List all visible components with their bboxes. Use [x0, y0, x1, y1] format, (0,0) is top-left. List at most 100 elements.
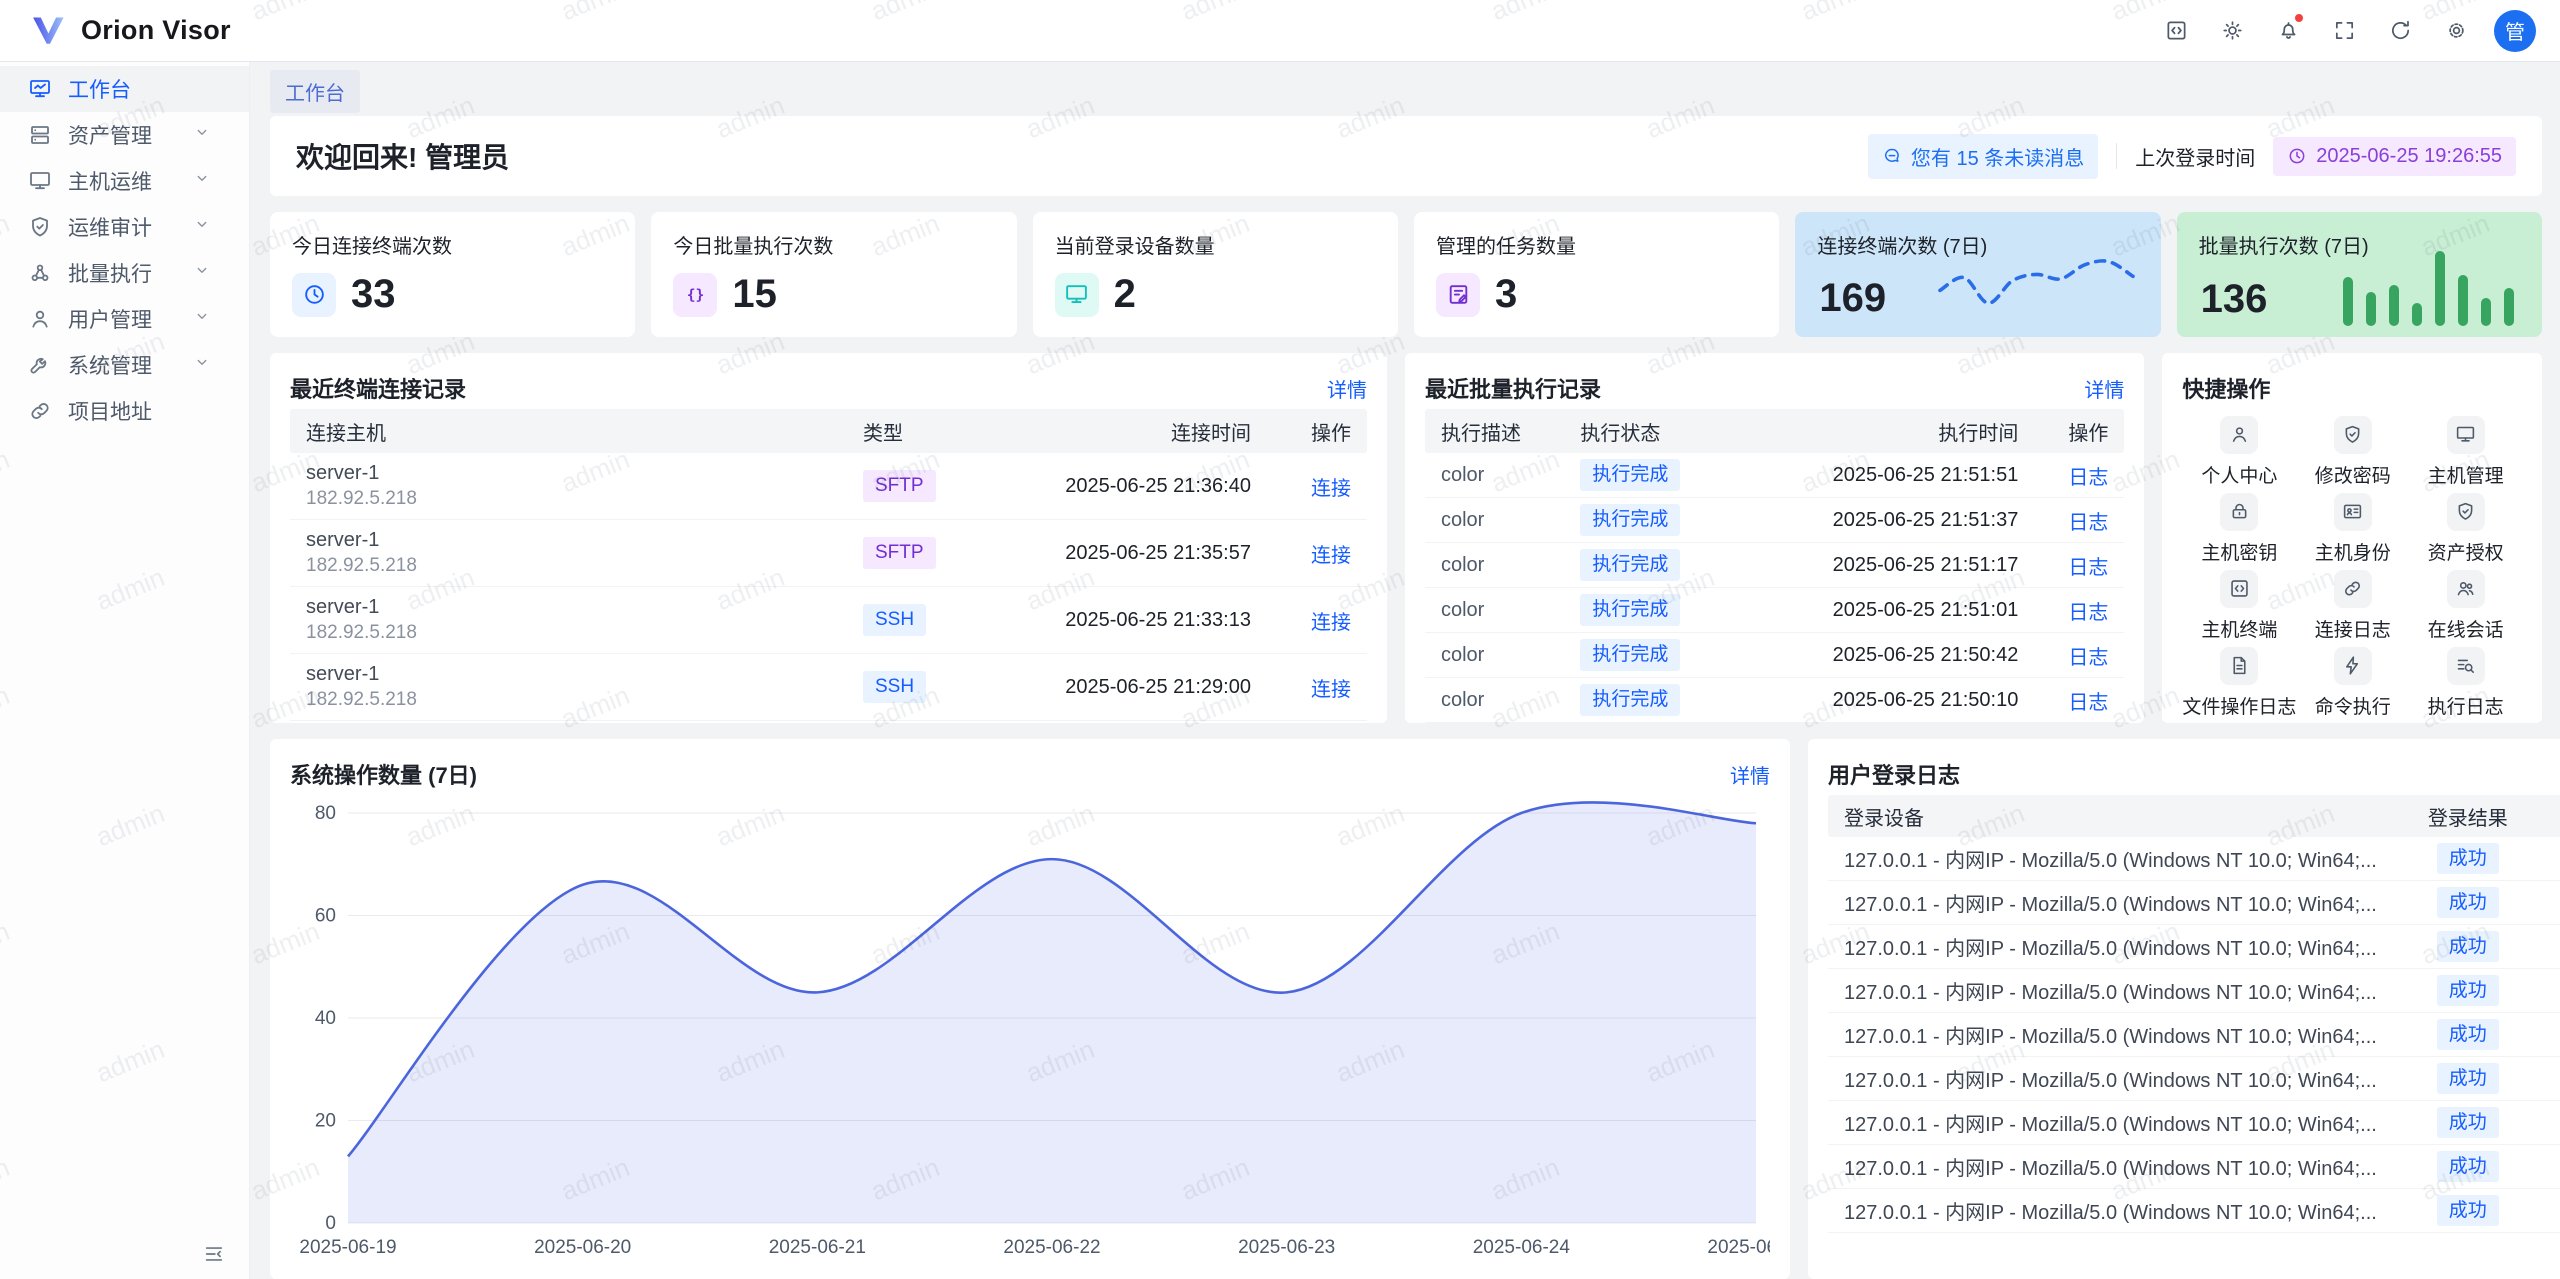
table-row: color 执行完成 2025-06-25 21:51:37 日志 — [1424, 498, 2125, 543]
quick-action-执行日志[interactable]: 执行日志 — [2409, 644, 2522, 721]
log-link[interactable]: 日志 — [2068, 601, 2109, 624]
exec-status-tag: 执行完成 — [1580, 549, 1681, 581]
stat-value: 3 — [1495, 272, 1518, 316]
host-name: server-1 — [306, 529, 380, 551]
exec-description: color — [1440, 508, 1485, 531]
quick-action-在线会话[interactable]: 在线会话 — [2409, 567, 2522, 644]
quick-action-label: 主机身份 — [2314, 542, 2391, 564]
link-icon — [2333, 569, 2372, 608]
bell-button[interactable] — [2266, 9, 2310, 53]
unread-messages-pill[interactable]: 您有 15 条未读消息 — [1867, 133, 2099, 179]
table-row: 127.0.0.1 - 内网IP - Mozilla/5.0 (Windows … — [1828, 925, 2560, 969]
main-content: 工作台 欢迎回来! 管理员 您有 15 条未读消息 上次登录时间 2025-06… — [250, 62, 2560, 1279]
host-name: server-1 — [306, 596, 380, 618]
sidebar-item-workbench[interactable]: 工作台 — [0, 66, 249, 112]
refresh-button[interactable] — [2378, 9, 2422, 53]
log-link[interactable]: 日志 — [2068, 466, 2109, 489]
login-time: 2025-06-25 19:26:55 — [2543, 847, 2560, 870]
log-link[interactable]: 日志 — [2068, 646, 2109, 669]
table-row: server-1 182.92.5.218 SSH 2025-06-25 21:33:… — [290, 587, 1367, 654]
task-icon — [1436, 272, 1480, 317]
user-avatar[interactable]: 管 — [2494, 9, 2536, 52]
sidebar-item-project[interactable]: 项目地址 — [0, 388, 249, 434]
quick-actions-title: 快捷操作 — [2182, 377, 2271, 402]
svg-text:80: 80 — [315, 803, 336, 824]
stat-card-0: 今日连接终端次数 33 — [270, 212, 636, 337]
log-link[interactable]: 日志 — [2068, 511, 2109, 534]
sidebar-item-label: 批量执行 — [68, 263, 152, 286]
terminal-records-card: 最近终端连接记录 详情 连接主机 类型 连接时间 操作 server-1 182.92.5… — [270, 353, 1387, 723]
login-result-tag: 成功 — [2436, 886, 2499, 919]
app-logo: Orion Visor — [28, 14, 231, 48]
host-icon — [28, 169, 52, 193]
exec-time: 2025-06-25 21:51:37 — [1832, 508, 2019, 531]
protocol-tag: SFTP — [862, 537, 936, 569]
stat-card-4: 连接终端次数 (7日) 169 — [1795, 212, 2161, 337]
exec-records-table: 执行描述 执行状态 执行时间 操作 color 执行完成 2025-06-25 21:51:… — [1424, 409, 2125, 723]
chevron-down-icon — [193, 307, 217, 331]
exec-time: 2025-06-25 21:50:10 — [1832, 688, 2019, 711]
fullscreen-button[interactable] — [2322, 9, 2366, 53]
exec-records-detail-link[interactable]: 详情 — [2084, 379, 2125, 402]
quick-action-连接日志[interactable]: 连接日志 — [2296, 567, 2409, 644]
connect-link[interactable]: 连接 — [1310, 678, 1351, 701]
svg-text:20: 20 — [315, 1111, 336, 1132]
user-icon — [28, 307, 52, 331]
connect-link[interactable]: 连接 — [1310, 477, 1351, 500]
gear-button[interactable] — [2434, 9, 2478, 53]
sidebar-item-system[interactable]: 系统管理 — [0, 342, 249, 388]
sidebar-item-batch-exec[interactable]: 批量执行 — [0, 250, 249, 296]
stat-label: 今日连接终端次数 — [292, 236, 452, 258]
file-icon — [2220, 646, 2259, 685]
stat-card-2: 当前登录设备数量 2 — [1032, 212, 1398, 337]
exec-status-tag: 执行完成 — [1580, 459, 1681, 491]
connect-time: 2025-06-25 21:29:00 — [1065, 675, 1251, 698]
protocol-tag: SSH — [862, 671, 927, 703]
breadcrumb-item-workbench[interactable]: 工作台 — [270, 69, 360, 113]
stat-cards-row: 今日连接终端次数 33 今日批量执行次数 {} 15 当前登录设备数量 2 管理的任务数量 3 连… — [270, 212, 2542, 337]
sidebar-item-assets[interactable]: 资产管理 — [0, 112, 249, 158]
log-link[interactable]: 日志 — [2068, 556, 2109, 579]
protocol-tag: SFTP — [862, 470, 936, 502]
exec-description: color — [1440, 688, 1485, 711]
operations-line-chart: 0 20 40 60 80 2025-06-19 2025-06-20 2025-06-21 2… — [299, 801, 1770, 1258]
login-result-tag: 成功 — [2436, 1194, 2499, 1227]
code-square-button[interactable] — [2154, 9, 2198, 53]
sun-button[interactable] — [2210, 9, 2254, 53]
sidebar-item-host-ops[interactable]: 主机运维 — [0, 158, 249, 204]
connect-link[interactable]: 连接 — [1310, 544, 1351, 567]
table-header: 登录设备登录结果登录时间 — [1828, 795, 2560, 837]
quick-action-文件操作日志[interactable]: 文件操作日志 — [2182, 644, 2296, 721]
connect-link[interactable]: 连接 — [1310, 611, 1351, 634]
log-link[interactable]: 日志 — [2068, 691, 2109, 714]
table-row: 127.0.0.1 - 内网IP - Mozilla/5.0 (Windows … — [1828, 969, 2560, 1013]
svg-text:{}: {} — [687, 287, 705, 304]
executions-bar-sparkline — [2267, 242, 2520, 326]
login-device: 127.0.0.1 - 内网IP - Mozilla/5.0 (Windows … — [1844, 982, 2377, 1004]
quick-action-修改密码[interactable]: 修改密码 — [2296, 413, 2409, 490]
quick-action-主机身份[interactable]: 主机身份 — [2296, 490, 2409, 567]
quick-action-主机终端[interactable]: 主机终端 — [2182, 567, 2296, 644]
terminal-records-detail-link[interactable]: 详情 — [1326, 379, 1367, 402]
quick-action-命令执行[interactable]: 命令执行 — [2296, 644, 2409, 721]
bolt-icon — [2333, 646, 2372, 685]
operations-chart-detail-link[interactable]: 详情 — [1730, 765, 1770, 788]
quick-action-个人中心[interactable]: 个人中心 — [2182, 413, 2296, 490]
quick-action-资产授权[interactable]: 资产授权 — [2409, 490, 2522, 567]
quick-action-主机管理[interactable]: 主机管理 — [2409, 413, 2522, 490]
login-time: 2025-03-21 23:53:43 — [2543, 1199, 2560, 1222]
quick-action-主机密钥[interactable]: 主机密钥 — [2182, 490, 2296, 567]
sidebar-item-audit[interactable]: 运维审计 — [0, 204, 249, 250]
sidebar-collapse-button[interactable] — [203, 1239, 237, 1269]
login-device: 127.0.0.1 - 内网IP - Mozilla/5.0 (Windows … — [1844, 1026, 2377, 1048]
braces-icon: {} — [673, 272, 718, 317]
system-icon — [28, 353, 52, 377]
sidebar: 工作台 资产管理 主机运维 运维审计批量执行用户管理 系统管理 项目地址 — [0, 62, 250, 1279]
chevron-down-icon — [193, 353, 217, 377]
table-row: color 执行完成 2025-06-25 21:51:01 日志 — [1424, 588, 2125, 633]
login-device: 127.0.0.1 - 内网IP - Mozilla/5.0 (Windows … — [1844, 1202, 2377, 1224]
search-list-icon — [2446, 646, 2485, 685]
sidebar-item-users[interactable]: 用户管理 — [0, 296, 249, 342]
quick-action-label: 个人中心 — [2201, 465, 2278, 487]
login-device: 127.0.0.1 - 内网IP - Mozilla/5.0 (Windows … — [1844, 1158, 2377, 1180]
